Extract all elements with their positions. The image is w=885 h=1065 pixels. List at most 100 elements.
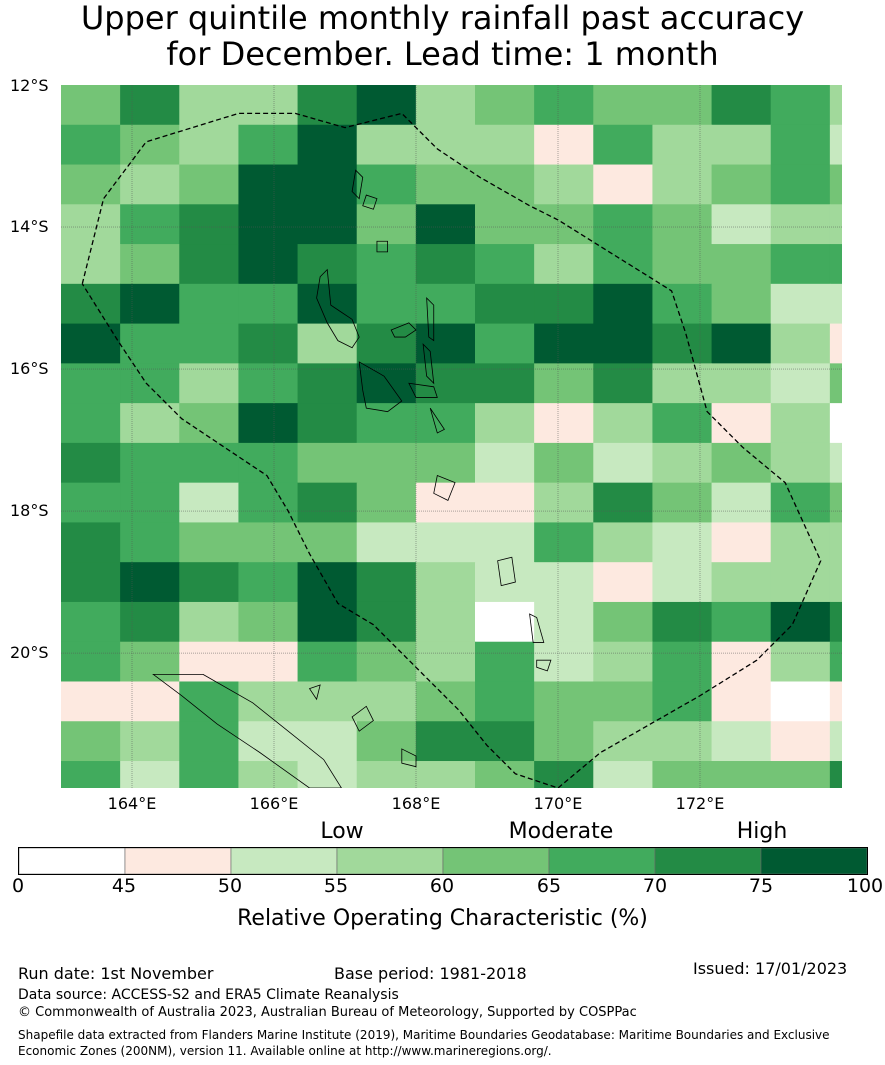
grid-cell (534, 363, 594, 404)
grid-cell (829, 641, 842, 682)
title-line-2: for December. Lead time: 1 month (166, 35, 719, 73)
island-outline (429, 407, 445, 434)
island-outline (358, 361, 403, 413)
grid-cell (297, 244, 358, 285)
grid-cell (297, 442, 358, 484)
colorbar-segment (124, 847, 232, 875)
grid-cell (238, 244, 299, 285)
grid-cell (593, 761, 653, 788)
grid-cell (120, 164, 180, 205)
grid-cell (534, 85, 594, 126)
grid-cell (179, 681, 239, 722)
shapefile-credit-line-1: Shapefile data extracted from Flanders M… (18, 1028, 830, 1042)
grid-cell (829, 164, 842, 205)
grid-cell (652, 601, 713, 643)
grid-cell (297, 482, 358, 523)
grid-cell (356, 403, 417, 444)
grid-cell (593, 283, 653, 325)
grid-cell (770, 363, 831, 404)
grid-cell (356, 323, 417, 364)
grid-cell (770, 761, 831, 788)
grid-cell (356, 721, 417, 762)
grid-cell (534, 164, 594, 205)
grid-cell (711, 85, 772, 126)
grid-cell (593, 601, 653, 643)
grid-cell (711, 721, 772, 762)
grid-cell (652, 204, 713, 245)
lon-label: 170°E (533, 794, 583, 813)
grid-cell (652, 164, 713, 205)
grid-cell (120, 761, 180, 788)
grid-cell (179, 164, 239, 205)
grid-cell (179, 641, 239, 682)
grid-cell (711, 761, 772, 788)
island-outline (376, 240, 389, 253)
grid-cell (652, 562, 713, 603)
colorbar-tick: 70 (642, 875, 668, 897)
grid-cell (711, 283, 772, 325)
grid-cell (120, 641, 180, 682)
grid-cell (829, 601, 842, 643)
grid-cell (238, 522, 299, 563)
island-outline (390, 322, 417, 338)
grid-cell (652, 244, 713, 285)
grid-cell (770, 283, 831, 325)
lon-label: 166°E (249, 794, 299, 813)
grid-cell (356, 283, 417, 325)
grid-cell (770, 244, 831, 285)
grid-cell (475, 244, 535, 285)
grid-cell (120, 283, 180, 325)
grid-cell (770, 204, 831, 245)
grid-cell (475, 164, 535, 205)
grid-cell (179, 283, 239, 325)
lon-label: 164°E (107, 794, 157, 813)
grid-cell (534, 601, 594, 643)
grid-cell (297, 601, 358, 643)
grid-cell (297, 403, 358, 444)
grid-cell (415, 403, 476, 444)
grid-cell (415, 641, 476, 682)
grid-cell (297, 681, 358, 722)
grid-cell (652, 761, 713, 788)
grid-cell (120, 522, 180, 563)
grid-cell (415, 204, 476, 245)
grid-cell (534, 681, 594, 722)
grid-cell (415, 681, 476, 722)
grid-cell (770, 442, 831, 484)
grid-cell (297, 363, 358, 404)
grid-cell (475, 522, 535, 563)
grid-cell (120, 562, 180, 603)
grid-cell (61, 363, 121, 404)
base-period: Base period: 1981-2018 (334, 964, 527, 983)
island-outline (426, 297, 435, 342)
grid-cell (829, 363, 842, 404)
colorbar-tick: 50 (217, 875, 243, 897)
grid-cell (238, 164, 299, 205)
grid-cell (356, 85, 417, 126)
grid-cell (415, 442, 476, 484)
grid-cell (652, 283, 713, 325)
grid-cell (120, 721, 180, 762)
grid-cell (475, 283, 535, 325)
grid-cell (534, 283, 594, 325)
grid-cell (120, 482, 180, 523)
grid-cell (120, 363, 180, 404)
island-outline (433, 475, 456, 501)
colorbar-frame (18, 847, 868, 875)
grid-cell (770, 681, 831, 722)
grid-cell (593, 522, 653, 563)
grid-cell (711, 124, 772, 166)
grid-cell (120, 442, 180, 484)
grid-cell (475, 761, 535, 788)
colorbar (18, 847, 868, 875)
grid-cell (120, 323, 180, 364)
grid-cell (238, 283, 299, 325)
grid-cell (238, 403, 299, 444)
colorbar-segment (654, 847, 762, 875)
grid-cell (829, 204, 842, 245)
grid-cell (415, 85, 476, 126)
grid-cell (356, 244, 417, 285)
colorbar-axis-label: Relative Operating Characteristic (%) (237, 906, 648, 931)
category-moderate: Moderate (508, 819, 614, 844)
grid-cell (120, 403, 180, 444)
